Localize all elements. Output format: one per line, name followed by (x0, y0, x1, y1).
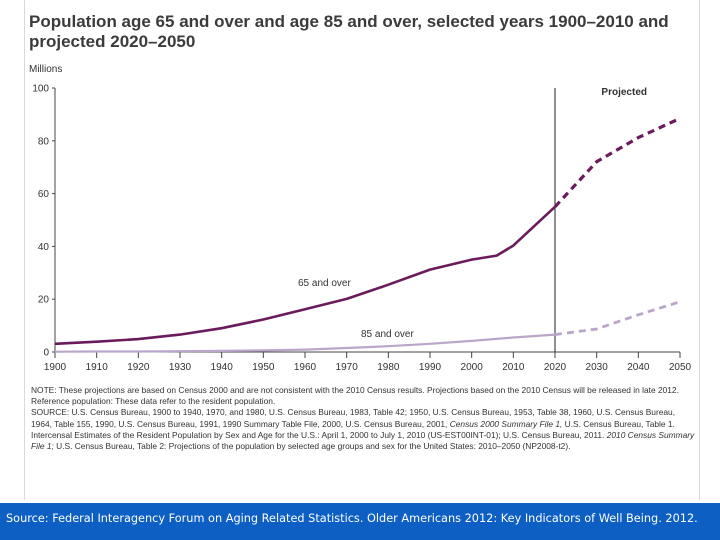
x-tick-label: 1940 (211, 362, 234, 373)
x-tick-label: 1950 (252, 362, 275, 373)
source-citation-b: U.S. Census Bureau, Table 1. Intercensal… (31, 418, 675, 440)
x-tick-label: 2020 (544, 362, 567, 373)
y-tick-label: 20 (38, 295, 50, 306)
series-line-65-and-over (54, 205, 556, 346)
x-tick-label: 1960 (294, 362, 317, 373)
y-tick-label: 100 (32, 84, 49, 95)
chart-figure: Population age 65 and over and age 85 an… (24, 0, 700, 500)
source-citation-b-italic: Census 2000 Summary File 1, (449, 418, 563, 429)
x-tick-label: 1970 (336, 362, 359, 373)
series-projection-65-and-over (553, 116, 681, 208)
source-citation-c-italic: 2010 Census Summary File 1; (31, 429, 695, 452)
chart-axes (52, 87, 681, 358)
chart-title: Population age 65 and over and age 85 an… (29, 12, 669, 51)
source-citation-c: U.S. Census Bureau, Table 2: Projections… (53, 441, 571, 452)
source-footer-bar: Source: Federal Interagency Forum on Agi… (0, 503, 720, 540)
x-tick-label: 1990 (419, 362, 442, 373)
x-tick-label: 1920 (127, 362, 150, 373)
reference-text: Reference population: These data refer t… (31, 396, 276, 407)
series-label-65-and-over: 65 and over (298, 278, 351, 289)
source-footer-text: Source: Federal Interagency Forum on Agi… (6, 512, 698, 525)
note-text: NOTE: These projections are based on Cen… (31, 385, 679, 395)
y-tick-label: 80 (38, 136, 50, 147)
x-tick-label: 2040 (627, 362, 650, 373)
x-tick-label: 2000 (461, 362, 484, 373)
source-citation-a: SOURCE: U.S. Census Bureau, 1900 to 1940… (31, 407, 676, 429)
x-tick-label: 1980 (377, 362, 400, 373)
x-tick-label: 2050 (669, 362, 692, 373)
chart-series-layer (54, 116, 681, 353)
x-tick-label: 2010 (502, 362, 525, 373)
x-tick-label: 2030 (586, 362, 609, 373)
y-tick-label: 0 (43, 348, 49, 359)
series-projection-85-and-over (554, 300, 681, 336)
x-tick-label: 1900 (44, 362, 67, 373)
projected-label: Projected (601, 87, 647, 98)
x-tick-label: 1910 (86, 362, 109, 373)
chart-notes: NOTE: These projections are based on Cen… (31, 385, 695, 452)
source-citation: SOURCE: U.S. Census Bureau, 1900 to 1940… (31, 407, 695, 452)
y-tick-label: 40 (38, 242, 50, 253)
series-label-85-and-over: 85 and over (361, 329, 414, 340)
x-tick-label: 1930 (169, 362, 192, 373)
y-tick-label: 60 (38, 189, 50, 200)
series-line-85-and-over (54, 333, 556, 353)
y-axis-label: Millions (29, 64, 62, 75)
